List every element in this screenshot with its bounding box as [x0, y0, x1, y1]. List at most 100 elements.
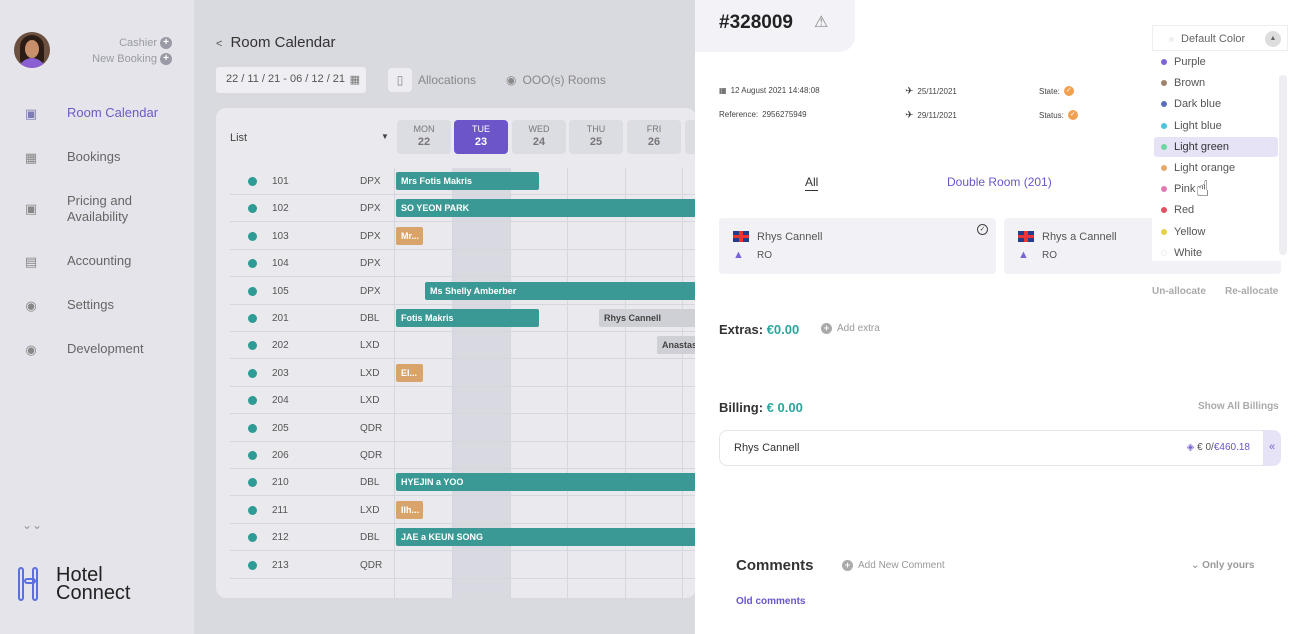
status-dot	[248, 560, 257, 570]
expand-icon[interactable]: «	[1263, 430, 1281, 466]
day-header[interactable]: WED 24	[512, 120, 566, 154]
booking-bar[interactable]: Fotis Makris	[396, 309, 539, 327]
table-row[interactable]: 213 QDR	[230, 552, 696, 579]
table-row[interactable]: 102 DPX	[230, 195, 696, 223]
table-row[interactable]: 206 QDR	[230, 442, 696, 469]
billing-row[interactable]: Rhys Cannell ◈ € 0/€460.18 «	[719, 430, 1281, 466]
sidebar-item-development[interactable]: ◉ Development	[22, 341, 192, 357]
unallocate-button[interactable]: Un-allocate	[1152, 286, 1206, 297]
booking-bar[interactable]: Anastas...	[657, 336, 696, 355]
billing-label: Billing: € 0.00	[719, 400, 803, 415]
booking-bar[interactable]: Mrs Fotis Makris	[396, 172, 539, 190]
sidebar-item-pricing[interactable]: ▣ Pricing and Availability	[22, 193, 192, 225]
booking-bar[interactable]: El...	[396, 363, 423, 382]
booking-bar[interactable]: Rhys Cannell	[599, 309, 696, 327]
sidebar-item-accounting[interactable]: ▤ Accounting	[22, 253, 192, 269]
day-header[interactable]: MON 22	[397, 120, 451, 154]
table-row[interactable]: 202 LXD	[230, 332, 696, 360]
ooo-rooms-button[interactable]: ◉ OOO(s) Rooms	[506, 73, 606, 87]
only-yours-toggle[interactable]: ⌄ Only yours	[1191, 560, 1255, 571]
booking-bar[interactable]: SO YEON PARK	[396, 199, 696, 218]
table-row[interactable]: 103 DPX	[230, 223, 696, 250]
reservation-id: #328009	[719, 12, 793, 33]
table-row[interactable]: 211 LXD	[230, 497, 696, 524]
back-icon[interactable]: <	[216, 38, 223, 50]
add-extra-button[interactable]: + Add extra	[821, 323, 880, 334]
day-header[interactable]: TUE 23	[454, 120, 508, 154]
booking-bar[interactable]: Ms Shelly Amberber	[425, 281, 696, 300]
color-option[interactable]: Yellow	[1154, 222, 1276, 242]
list-select[interactable]: List	[230, 132, 248, 144]
color-swatch	[1161, 186, 1167, 193]
grid-line	[394, 168, 395, 598]
add-comment-button[interactable]: + Add New Comment	[842, 560, 945, 571]
calendar-icon: ▦	[719, 86, 727, 95]
reallocate-button[interactable]: Re-allocate	[1225, 286, 1279, 297]
chevrons-down-icon[interactable]: ⌄⌄	[22, 518, 43, 532]
tab-double-room[interactable]: Double Room (201)	[947, 175, 1052, 189]
status-dot	[248, 259, 257, 269]
color-swatch	[1161, 249, 1167, 256]
guest-card[interactable]: Rhys Cannell ▲ RO ✓	[719, 218, 996, 274]
color-option[interactable]: Brown	[1154, 73, 1276, 93]
table-row[interactable]: 104 DPX	[230, 250, 696, 278]
color-option[interactable]: Purple	[1154, 52, 1276, 72]
table-row[interactable]: 204 LXD	[230, 387, 696, 415]
uk-flag-icon	[1018, 231, 1034, 242]
hand-cursor-icon: ☝	[1196, 176, 1210, 201]
new-booking-button[interactable]: New Booking +	[92, 53, 172, 65]
allocations-button[interactable]: ▯ Allocations	[388, 67, 476, 93]
calendar-icon: ▦	[349, 74, 360, 86]
table-row[interactable]: 105 DPX	[230, 278, 696, 305]
check-badge-icon[interactable]: ✓	[1067, 110, 1078, 120]
scrollbar[interactable]	[1279, 75, 1287, 255]
table-row[interactable]: 201 DBL	[230, 305, 696, 332]
color-option[interactable]: Light green	[1154, 136, 1278, 157]
user-avatar[interactable]	[14, 32, 50, 68]
plane-landing-icon: ✈	[905, 86, 914, 97]
color-option[interactable]: White	[1154, 243, 1276, 263]
grid-line	[682, 168, 683, 598]
day-header[interactable]: FRI 26	[627, 120, 681, 154]
plus-icon: +	[160, 37, 172, 49]
check-circle-icon[interactable]: ✓	[977, 224, 988, 235]
table-row[interactable]: 205 QDR	[230, 415, 696, 442]
sidebar-item-room-calendar[interactable]: ▣ Room Calendar	[22, 105, 192, 121]
table-row[interactable]: 210 DBL	[230, 469, 696, 497]
booking-bar[interactable]: Mr...	[396, 226, 423, 245]
warning-icon[interactable]: ⚠	[814, 14, 829, 31]
user-role[interactable]: Cashier +	[119, 37, 172, 49]
grid-line	[625, 168, 626, 598]
caret-down-icon[interactable]: ▼	[381, 132, 389, 141]
booking-bar[interactable]: JAE a KEUN SONG	[396, 528, 696, 547]
table-row[interactable]: 203 LXD	[230, 360, 696, 387]
color-option[interactable]: Red	[1154, 200, 1276, 220]
color-option[interactable]: Pink	[1154, 179, 1276, 199]
page-title: < Room Calendar	[216, 34, 336, 51]
old-comments-link[interactable]: Old comments	[736, 596, 806, 607]
color-swatch	[1161, 122, 1167, 129]
tab-all[interactable]: All	[805, 175, 819, 191]
plus-icon: +	[842, 560, 853, 571]
day-header[interactable]	[685, 120, 696, 154]
table-row[interactable]: 212 DBL	[230, 524, 696, 552]
sidebar-item-bookings[interactable]: ▦ Bookings	[22, 149, 192, 165]
color-option[interactable]: Light blue	[1154, 116, 1276, 136]
chevron-up-icon[interactable]: ▲	[1265, 31, 1281, 47]
show-all-billings-link[interactable]: Show All Billings	[1198, 401, 1279, 412]
gear-icon: ◉	[25, 298, 37, 313]
color-option[interactable]: Light orange	[1154, 158, 1276, 178]
color-dropdown[interactable]: Default Color ▲ Purple Brown Dark blue Ligh…	[1152, 25, 1290, 261]
day-header[interactable]: THU 25	[569, 120, 623, 154]
sidebar-item-settings[interactable]: ◉ Settings	[22, 297, 192, 313]
billing-amount: ◈ € 0/€460.18	[1186, 442, 1250, 453]
color-option[interactable]: Dark blue	[1154, 94, 1276, 114]
date-range-picker[interactable]: 22 / 11 / 21 - 06 / 12 / 21 ▦	[216, 67, 366, 93]
table-row[interactable]: 101 DPX	[230, 168, 696, 195]
status-dot	[248, 204, 257, 214]
check-badge-icon[interactable]: ✓	[1063, 86, 1074, 96]
booking-bar[interactable]: HYEJIN a YOO	[396, 473, 696, 492]
money-icon: ◈	[1186, 442, 1195, 453]
booking-bar[interactable]: Ilh...	[396, 500, 423, 519]
color-select[interactable]: Default Color ▲	[1152, 25, 1288, 51]
